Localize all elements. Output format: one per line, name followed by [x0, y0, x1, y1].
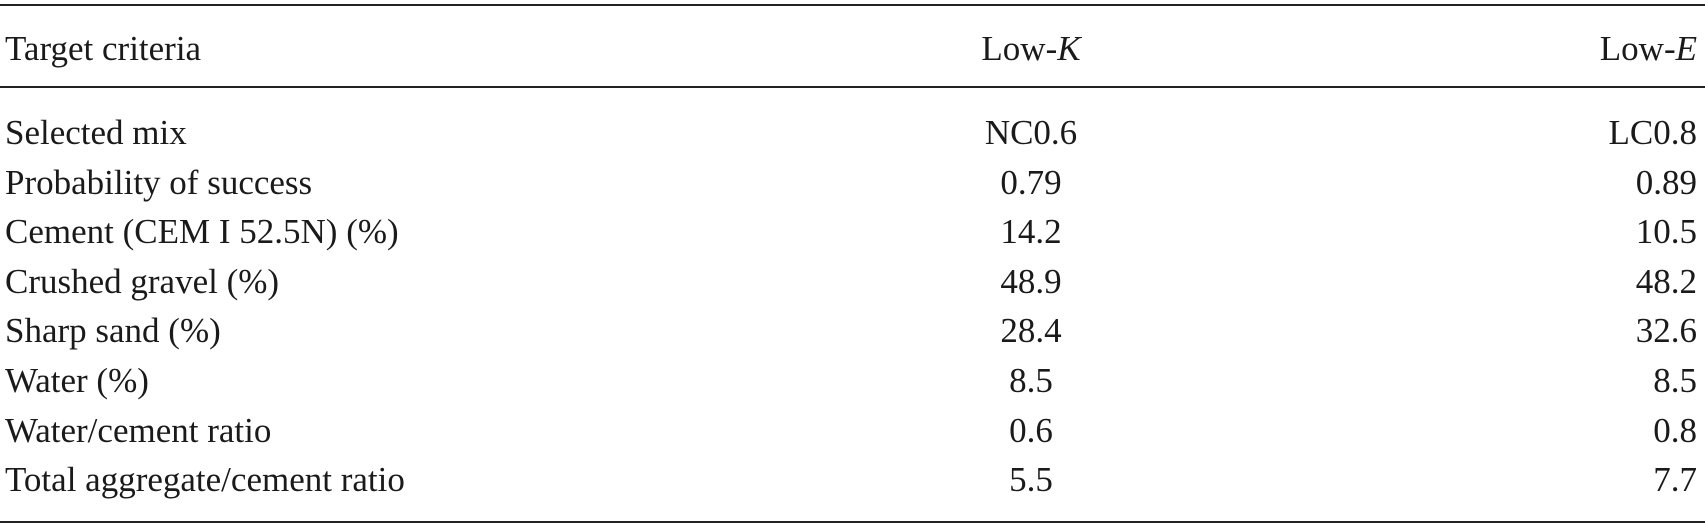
row-label: Crushed gravel (%) — [5, 261, 280, 301]
column-header: Target criteria — [5, 29, 202, 68]
row-label: Cement (CEM I 52.5N) (%) — [5, 212, 399, 252]
table-cell: LC0.8 — [1608, 113, 1697, 152]
row-label: Water/cement ratio — [5, 410, 272, 450]
column-header: Low-K — [981, 29, 1080, 69]
table-cell: 0.89 — [1635, 162, 1697, 202]
top-rule — [0, 4, 1705, 6]
table-cell: 32.6 — [1635, 311, 1697, 351]
row-label: Selected mix — [5, 113, 187, 152]
table-cell: 5.5 — [1009, 460, 1053, 500]
table-cell: 0.6 — [1009, 410, 1053, 450]
row-label: Probability of success — [5, 162, 313, 202]
header-rule — [0, 86, 1705, 88]
table-cell: 0.8 — [1653, 410, 1697, 450]
table-cell: NC0.6 — [984, 113, 1078, 152]
bottom-rule — [0, 521, 1705, 523]
row-label: Water (%) — [5, 361, 149, 400]
column-header: Low-E — [1600, 29, 1697, 69]
table-cell: 28.4 — [1000, 311, 1062, 351]
header-symbol: K — [1057, 29, 1081, 68]
table-cell: 48.9 — [1000, 261, 1062, 301]
row-label: Sharp sand (%) — [5, 311, 221, 351]
header-text: Low- — [981, 29, 1058, 68]
table-cell: 0.79 — [1000, 162, 1062, 202]
table-cell: 14.2 — [1000, 212, 1062, 252]
header-symbol: E — [1675, 29, 1697, 68]
table-cell: 10.5 — [1635, 212, 1697, 252]
table-cell: 48.2 — [1635, 261, 1697, 301]
table-cell: 7.7 — [1653, 460, 1697, 500]
table-cell: 8.5 — [1009, 361, 1053, 400]
header-text: Low- — [1599, 29, 1676, 68]
row-label: Total aggregate/cement ratio — [5, 460, 405, 500]
table-cell: 8.5 — [1653, 361, 1697, 400]
